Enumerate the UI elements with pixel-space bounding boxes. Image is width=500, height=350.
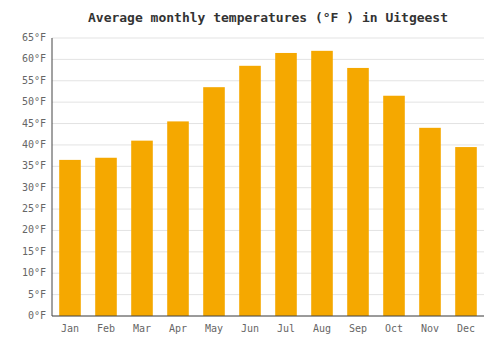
x-tick-label: Mar [133,323,151,334]
y-tick-label: 55°F [22,75,46,86]
y-tick-label: 40°F [22,139,46,150]
chart-title: Average monthly temperatures (°F ) in Ui… [88,10,448,25]
y-tick-label: 65°F [22,32,46,43]
x-tick-label: Jul [277,323,295,334]
bar [203,87,225,316]
y-axis-ticks: 0°F 5°F 10°F 15°F 20°F 25°F 30°F 35°F 40°F 45°F 50… [22,32,46,321]
grid-line [52,80,484,81]
y-tick-label: 0°F [28,310,46,321]
x-tick-label: Jun [241,323,259,334]
y-tick-label: 15°F [22,246,46,257]
y-tick-label: 25°F [22,203,46,214]
bar [347,68,369,316]
y-tick-label: 35°F [22,160,46,171]
y-tick-label: 5°F [28,289,46,300]
x-axis-line [52,316,484,317]
y-tick-label: 20°F [22,224,46,235]
bar [455,147,477,316]
grid-line [52,102,484,103]
x-tick-label: May [205,323,223,334]
y-tick-label: 45°F [22,118,46,129]
x-tick-label: Apr [169,323,187,334]
bar [95,158,117,316]
bar [59,160,81,316]
grid-line [52,38,484,39]
bar [275,53,297,316]
x-tick-label: Jan [61,323,79,334]
y-tick-label: 60°F [22,53,46,64]
x-tick-label: Feb [97,323,115,334]
x-tick-label: Sep [349,323,367,334]
chart-svg: 0°F 5°F 10°F 15°F 20°F 25°F 30°F 35°F 40°F 45°F 50… [0,0,500,350]
y-tick-label: 50°F [22,96,46,107]
chart-container: 0°F 5°F 10°F 15°F 20°F 25°F 30°F 35°F 40°F 45°F 50… [0,0,500,350]
y-axis-line [52,38,53,316]
grid-line [52,123,484,124]
x-tick-label: Nov [421,323,439,334]
y-tick-label: 10°F [22,267,46,278]
grid-line [52,316,484,317]
y-tick-label: 30°F [22,182,46,193]
x-axis-ticks: Jan Feb Mar Apr May Jun Jul Aug Sep Oct Nov Dec [61,323,475,334]
bars [59,51,477,316]
bar [131,141,153,316]
x-tick-label: Dec [457,323,475,334]
x-tick-label: Oct [385,323,403,334]
bar [383,96,405,316]
bar [311,51,333,316]
bar [419,128,441,316]
bar [167,121,189,316]
x-tick-label: Aug [313,323,331,334]
grid-line [52,59,484,60]
bar [239,66,261,316]
grid [52,38,484,316]
